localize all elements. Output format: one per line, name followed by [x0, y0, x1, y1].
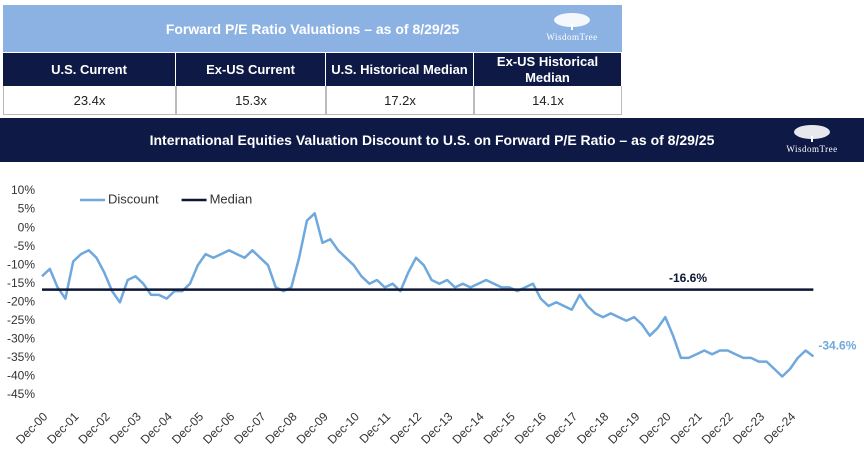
logo: WisdomTree [772, 124, 852, 154]
table-cell: 23.4x [3, 86, 176, 115]
column-header: Ex-US Current [176, 53, 326, 86]
legend-label: Median [210, 191, 253, 206]
y-tick-label: -40% [7, 369, 35, 383]
logo-tree [554, 13, 590, 30]
chart-title-bar: International Equities Valuation Discoun… [0, 118, 864, 162]
logo-tree [794, 125, 830, 142]
x-tick-label: Dec-05 [169, 409, 206, 446]
table-cell: 17.2x [326, 86, 474, 115]
x-tick-label: Dec-03 [107, 409, 144, 446]
table-title: Forward P/E Ratio Valuations – as of 8/2… [165, 20, 460, 37]
y-tick-label: 10% [11, 183, 35, 197]
x-tick-label: Dec-23 [730, 409, 767, 446]
x-tick-label: Dec-04 [138, 409, 175, 446]
x-tick-label: Dec-08 [262, 409, 299, 446]
y-tick-label: -20% [7, 294, 35, 308]
x-tick-label: Dec-09 [294, 409, 331, 446]
y-tick-label: -5% [14, 239, 36, 253]
x-tick-label: Dec-00 [13, 409, 50, 446]
x-tick-label: Dec-10 [325, 409, 362, 446]
x-tick-label: Dec-07 [231, 409, 268, 446]
y-tick-label: -15% [7, 276, 35, 290]
x-tick-label: Dec-18 [574, 409, 611, 446]
x-tick-label: Dec-24 [761, 409, 798, 446]
y-tick-label: 5% [18, 202, 36, 216]
data-line [41, 212, 815, 378]
legend-label: Discount [108, 191, 159, 206]
column-header: U.S. Current [3, 53, 176, 86]
x-tick-label: Dec-14 [449, 409, 486, 446]
median-label: -16.6% [669, 271, 707, 285]
y-tick-label: -10% [7, 257, 35, 271]
x-tick-label: Dec-22 [699, 409, 736, 446]
column-header: U.S. Historical Median [326, 53, 474, 86]
x-tick-label: Dec-17 [543, 409, 580, 446]
x-tick-label: Dec-21 [668, 409, 705, 446]
y-tick-label: -25% [7, 313, 35, 327]
x-tick-label: Dec-16 [512, 409, 549, 446]
x-tick-label: Dec-12 [387, 409, 424, 446]
y-tick-label: -35% [7, 350, 35, 364]
logo: WisdomTree [532, 12, 612, 42]
y-tick-label: 0% [18, 220, 36, 234]
table-cell: 15.3x [176, 86, 326, 115]
chart: 10% 5% 0% -5% -10% -15% -20% -25% -30% -35% -40% -4… [7, 183, 857, 447]
x-tick-label: Dec-01 [44, 409, 81, 446]
x-tick-label: Dec-02 [75, 409, 112, 446]
x-tick-label: Dec-11 [357, 409, 394, 446]
x-tick-label: Dec-06 [200, 409, 237, 446]
logo-text: WisdomTree [546, 32, 598, 42]
logo-text: WisdomTree [786, 144, 838, 154]
table-title-bar: Forward P/E Ratio Valuations – as of 8/2… [3, 5, 622, 52]
x-tick-label: Dec-15 [481, 409, 518, 446]
y-tick-label: -30% [7, 332, 35, 346]
x-tick-label: Dec-20 [636, 409, 673, 446]
y-tick-label: -45% [7, 387, 35, 401]
x-tick-label: Dec-13 [418, 409, 455, 446]
chart-title: International Equities Valuation Discoun… [149, 132, 715, 148]
data-label: -34.6% [818, 339, 856, 353]
table-cell: 14.1x [474, 86, 622, 115]
x-tick-label: Dec-19 [605, 409, 642, 446]
column-header: Ex-US Historical Median [474, 53, 622, 86]
